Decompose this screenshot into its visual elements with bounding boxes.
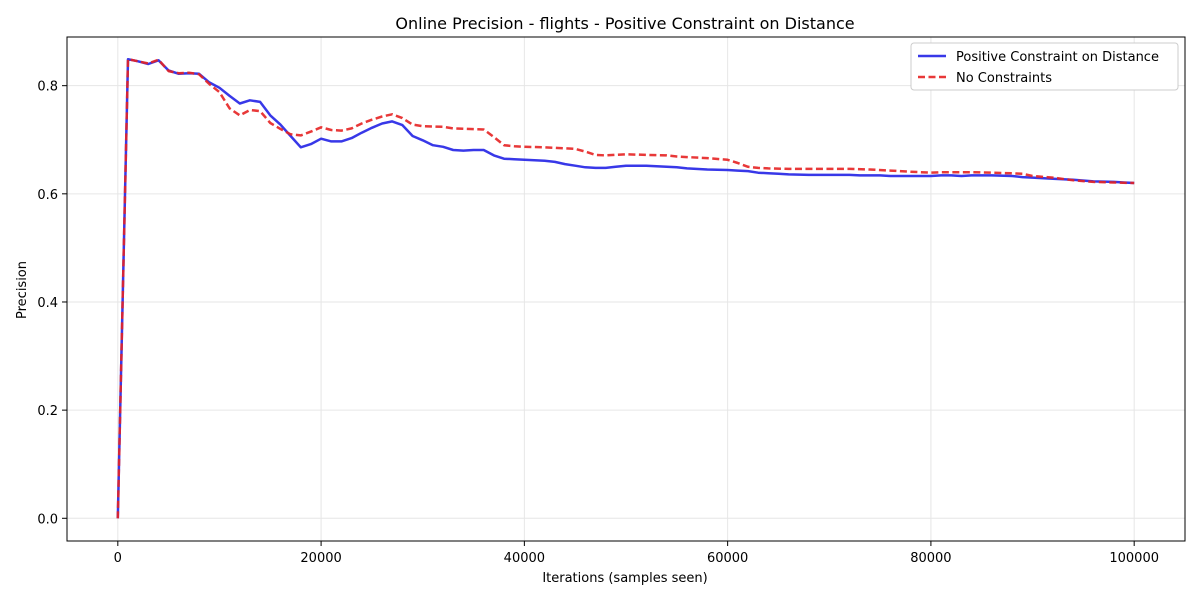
legend-label-no-constraints: No Constraints	[956, 71, 1052, 86]
y-tick-label: 0.6	[37, 188, 58, 203]
y-tick-label: 0.8	[37, 80, 58, 95]
series-line-positive-constraint	[116, 57, 1135, 519]
legend-box	[910, 42, 1179, 91]
y-tick-label: 0.4	[37, 296, 58, 311]
legend-label-positive-constraint: Positive Constraint on Distance	[956, 50, 1159, 65]
x-tick-label: 0	[114, 551, 122, 566]
x-axis-label: Iterations (samples seen)	[542, 571, 707, 586]
y-axis-label: Precision	[15, 261, 30, 319]
y-tick-label: 0.0	[37, 512, 58, 527]
x-tick-label: 80000	[910, 551, 951, 566]
x-tick-label: 20000	[300, 551, 341, 566]
plot-frame	[66, 36, 1186, 542]
y-axis-ticks: 0.0 0.2 0.4 0.6 0.8	[37, 80, 67, 527]
series-line-no-constraints	[116, 57, 1135, 519]
y-tick-label: 0.2	[37, 404, 58, 419]
series-layer	[116, 57, 1135, 519]
x-tick-label: 60000	[707, 551, 748, 566]
legend: Positive Constraint on Distance No Const…	[910, 42, 1179, 91]
x-axis-ticks: 0 20000 40000 60000 80000 100000	[114, 541, 1159, 566]
chart-title: Online Precision - flights - Positive Co…	[395, 14, 854, 33]
x-tick-label: 40000	[504, 551, 545, 566]
x-tick-label: 100000	[1109, 551, 1159, 566]
